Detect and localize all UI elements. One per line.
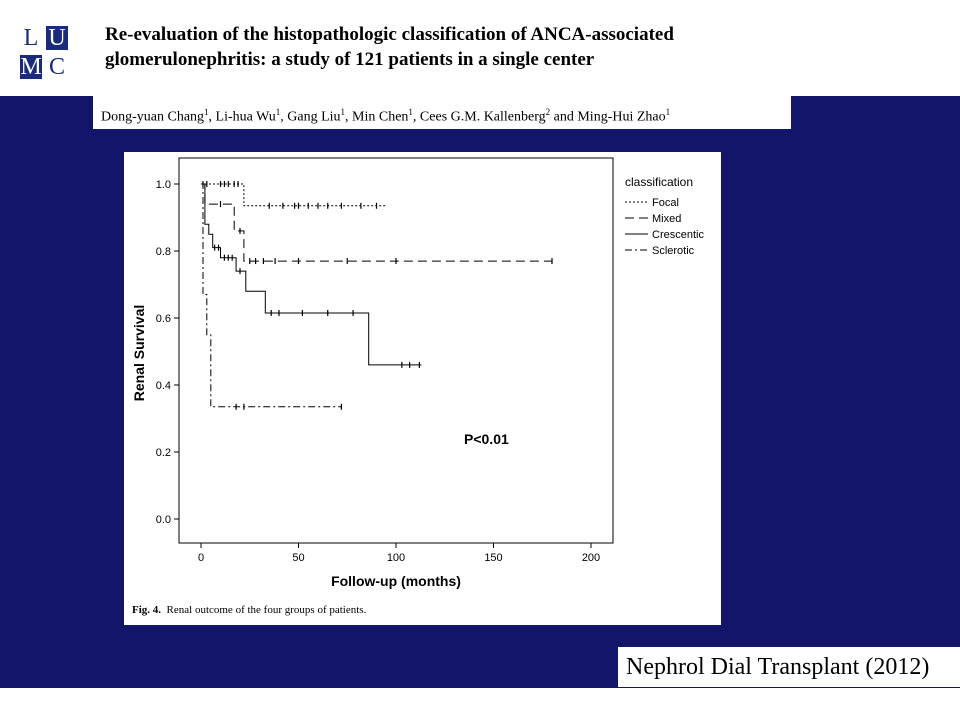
y-tick-label: 0.8 xyxy=(156,246,171,258)
figure-caption: Fig. 4. Renal outcome of the four groups… xyxy=(132,604,366,616)
legend-item: Sclerotic xyxy=(652,245,695,257)
title-line-1: Re-evaluation of the histopathologic cla… xyxy=(105,24,674,45)
logo-letter-m: M xyxy=(20,54,42,80)
x-tick-label: 50 xyxy=(292,552,304,564)
author-affiliation: 1 xyxy=(408,107,413,117)
plot-frame xyxy=(178,157,614,544)
author-name: Min Chen xyxy=(352,109,409,125)
author-affiliation: 2 xyxy=(545,107,551,117)
author-name: Gang Liu xyxy=(287,109,341,125)
caption-label: Fig. 4. xyxy=(132,604,162,616)
title-line-2: glomerulonephritis: a study of 121 patie… xyxy=(105,49,595,70)
axes: 0.0 0.2 0.4 0.6 0.8 1.0 0 50 100 150 200 xyxy=(156,179,600,564)
survival-chart: 0.0 0.2 0.4 0.6 0.8 1.0 0 50 100 150 200 Follow-up… xyxy=(131,157,704,589)
y-axis-label: Renal Survival xyxy=(131,305,147,402)
legend-item: Focal xyxy=(652,197,679,209)
figure-panel: 0.0 0.2 0.4 0.6 0.8 1.0 0 50 100 150 200 Follow-up… xyxy=(124,152,721,625)
legend-title: classification xyxy=(625,175,693,189)
series-line-mixed xyxy=(201,183,552,262)
x-tick-label: 200 xyxy=(582,552,600,564)
x-axis-label: Follow-up (months) xyxy=(331,573,461,589)
slide-header: L U M C Re-evaluation of the histopathol… xyxy=(0,0,960,96)
author-affiliation: 1 xyxy=(665,107,671,117)
x-tick-label: 0 xyxy=(198,552,204,564)
author-list: Dong-yuan Chang1, Li-hua Wu1, Gang Liu1,… xyxy=(93,96,791,129)
author-name: Ming-Hui Zhao xyxy=(577,109,666,125)
legend-item: Mixed xyxy=(652,213,681,225)
author-name: Li-hua Wu xyxy=(215,109,276,125)
series-line-sclerotic xyxy=(201,183,342,408)
legend-item: Crescentic xyxy=(652,229,704,241)
bottom-strip xyxy=(0,688,960,720)
author-affiliation: 1 xyxy=(204,107,209,117)
logo-letter-u: U xyxy=(46,26,68,50)
author-name: Cees G.M. Kallenberg xyxy=(419,109,546,125)
x-tick-label: 100 xyxy=(387,552,405,564)
caption-text: Renal outcome of the four groups of pati… xyxy=(166,604,367,616)
p-value-annotation: P<0.01 xyxy=(464,431,509,447)
logo-letter-c: C xyxy=(48,54,65,80)
x-tick-label: 150 xyxy=(484,552,502,564)
legend: classification Focal Mixed Crescentic Scler… xyxy=(625,175,704,257)
author-name: Dong-yuan Chang xyxy=(101,109,205,125)
author-affiliation: 1 xyxy=(340,107,346,117)
y-tick-label: 0.2 xyxy=(156,447,171,459)
y-tick-label: 0.6 xyxy=(156,313,171,325)
journal-citation: Nephrol Dial Transplant (2012) xyxy=(618,647,960,687)
logo-letter-l: L xyxy=(23,25,39,51)
slide-title: Re-evaluation of the histopathologic cla… xyxy=(105,22,925,72)
lumc-logo: L U M C xyxy=(20,26,72,82)
series-line-focal xyxy=(201,183,387,207)
y-tick-label: 1.0 xyxy=(156,179,171,191)
y-tick-label: 0.4 xyxy=(156,380,171,392)
y-tick-label: 0.0 xyxy=(156,514,171,526)
series-layer xyxy=(201,181,553,410)
author-affiliation: 1 xyxy=(275,107,281,117)
